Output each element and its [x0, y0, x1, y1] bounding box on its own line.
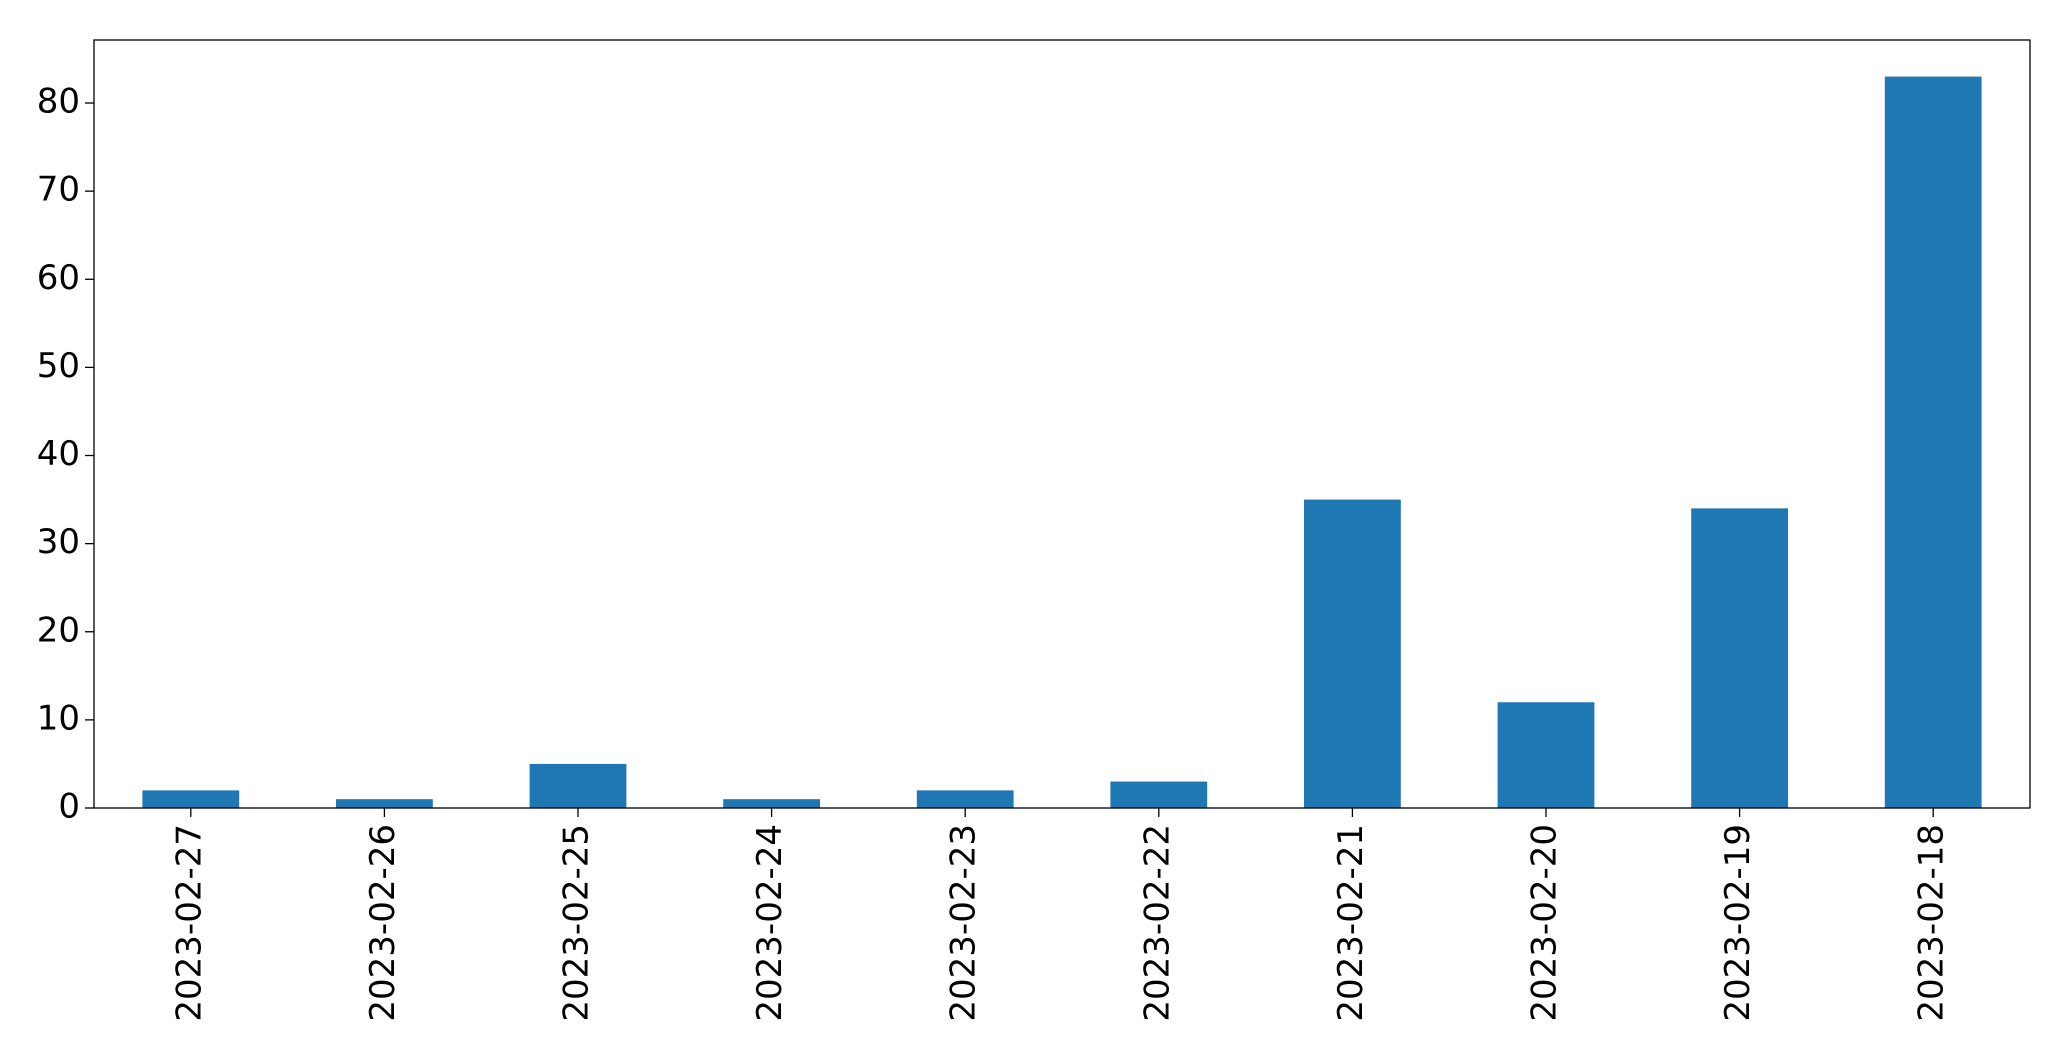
- bar: [1497, 702, 1595, 808]
- x-tick-label: 2023-02-25: [557, 824, 597, 1022]
- x-tick-label: 2023-02-23: [944, 824, 984, 1022]
- bar: [142, 790, 240, 808]
- y-tick-label: 80: [37, 82, 80, 122]
- bar: [1884, 76, 1982, 809]
- axes-frame: [93, 39, 2031, 809]
- y-tick-label: 70: [37, 170, 80, 210]
- x-tick-label: 2023-02-24: [750, 824, 790, 1022]
- y-tick-label: 0: [58, 787, 80, 827]
- bar: [1691, 508, 1788, 808]
- x-tick-label: 2023-02-26: [363, 824, 403, 1022]
- y-tick-label: 60: [37, 258, 80, 298]
- x-tick-label: 2023-02-18: [1912, 824, 1952, 1022]
- y-tick-label: 30: [37, 522, 80, 562]
- bar: [723, 799, 820, 808]
- bar: [916, 790, 1014, 808]
- x-tick-label: 2023-02-20: [1525, 824, 1565, 1022]
- y-tick-label: 20: [37, 610, 80, 650]
- x-tick-label: 2023-02-22: [1137, 824, 1177, 1022]
- y-tick-label: 40: [37, 434, 80, 474]
- x-tick-label: 2023-02-21: [1331, 824, 1371, 1022]
- y-tick-label: 50: [37, 346, 80, 386]
- x-tick-label: 2023-02-27: [169, 824, 209, 1022]
- x-tick-label: 2023-02-19: [1718, 824, 1758, 1022]
- bar: [336, 799, 433, 808]
- bar: [1110, 781, 1208, 808]
- y-tick-label: 10: [37, 698, 80, 738]
- bar: [1304, 499, 1401, 808]
- bar: [529, 763, 627, 808]
